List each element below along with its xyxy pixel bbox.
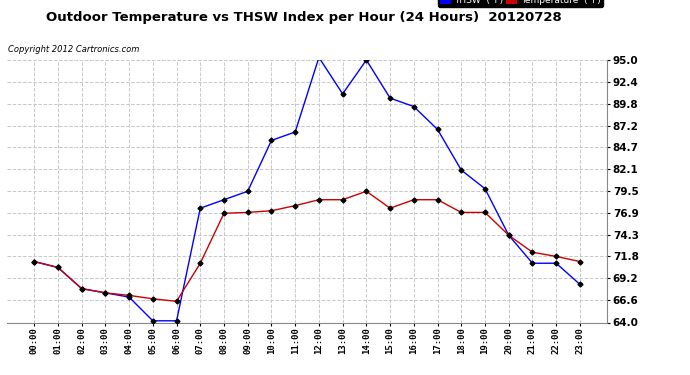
Legend: THSW  (°F), Temperature  (°F): THSW (°F), Temperature (°F) xyxy=(437,0,602,7)
Text: Outdoor Temperature vs THSW Index per Hour (24 Hours)  20120728: Outdoor Temperature vs THSW Index per Ho… xyxy=(46,11,562,24)
Text: Copyright 2012 Cartronics.com: Copyright 2012 Cartronics.com xyxy=(8,45,139,54)
